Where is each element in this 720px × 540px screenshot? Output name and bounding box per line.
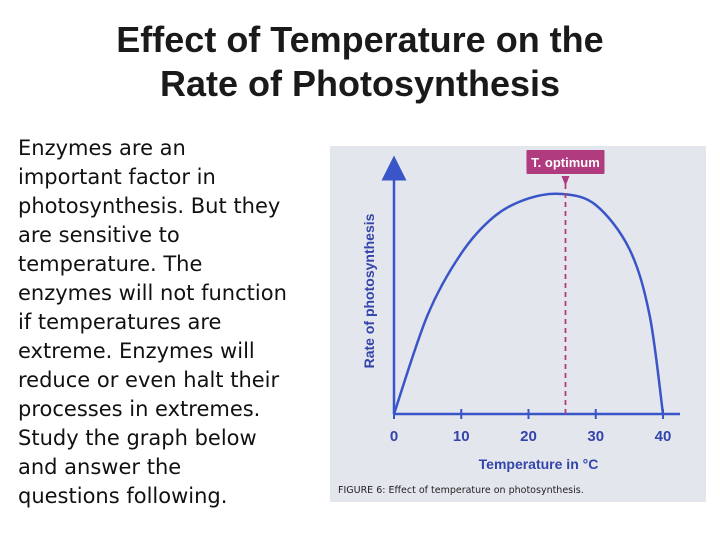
body-line: reduce or even halt their — [18, 368, 280, 392]
x-ticks: 0 10 20 30 40 — [390, 409, 672, 445]
body-line: important factor in — [18, 165, 216, 189]
x-tick-label: 20 — [520, 428, 537, 445]
body-line: Study the graph below — [18, 426, 257, 450]
x-tick-label: 0 — [390, 428, 398, 445]
y-axis-label: Rate of photosynthesis — [361, 213, 377, 368]
x-tick-label: 10 — [453, 428, 470, 445]
temperature-rate-chart: 0 10 20 30 40 T. optimum Temperature in °C R… — [338, 150, 680, 496]
title-line-2: Rate of Photosynthesis — [159, 63, 561, 104]
body-line: extreme. Enzymes will — [18, 339, 255, 363]
x-axis-label: Temperature in °C — [479, 456, 599, 472]
x-tick-label: 30 — [587, 428, 604, 445]
body-line: are sensitive to — [18, 223, 180, 247]
slide-title: Effect of Temperature on the Rate of Pho… — [40, 18, 680, 106]
figure-panel: 0 10 20 30 40 T. optimum Temperature in °C R… — [330, 146, 706, 502]
body-line: photosynthesis. But they — [18, 194, 281, 218]
body-line: if temperatures are — [18, 310, 222, 334]
optimum-label-box — [526, 150, 605, 174]
body-line: processes in extremes. — [18, 397, 261, 421]
title-line-1: Effect of Temperature on the — [116, 19, 604, 60]
body-line: temperature. The — [18, 252, 203, 276]
body-text: Enzymes are an important factor in photo… — [18, 134, 318, 511]
body-line: questions following. — [18, 484, 228, 508]
body-line: Enzymes are an — [18, 136, 186, 160]
x-tick-label: 40 — [655, 428, 672, 445]
body-line: enzymes will not function — [18, 281, 287, 305]
body-line: and answer the — [18, 455, 182, 479]
figure-caption: FIGURE 6: Effect of temperature on photo… — [338, 485, 584, 496]
optimum-label: T. optimum — [531, 155, 600, 170]
rate-curve — [392, 192, 665, 415]
optimum-arrow — [561, 176, 570, 186]
